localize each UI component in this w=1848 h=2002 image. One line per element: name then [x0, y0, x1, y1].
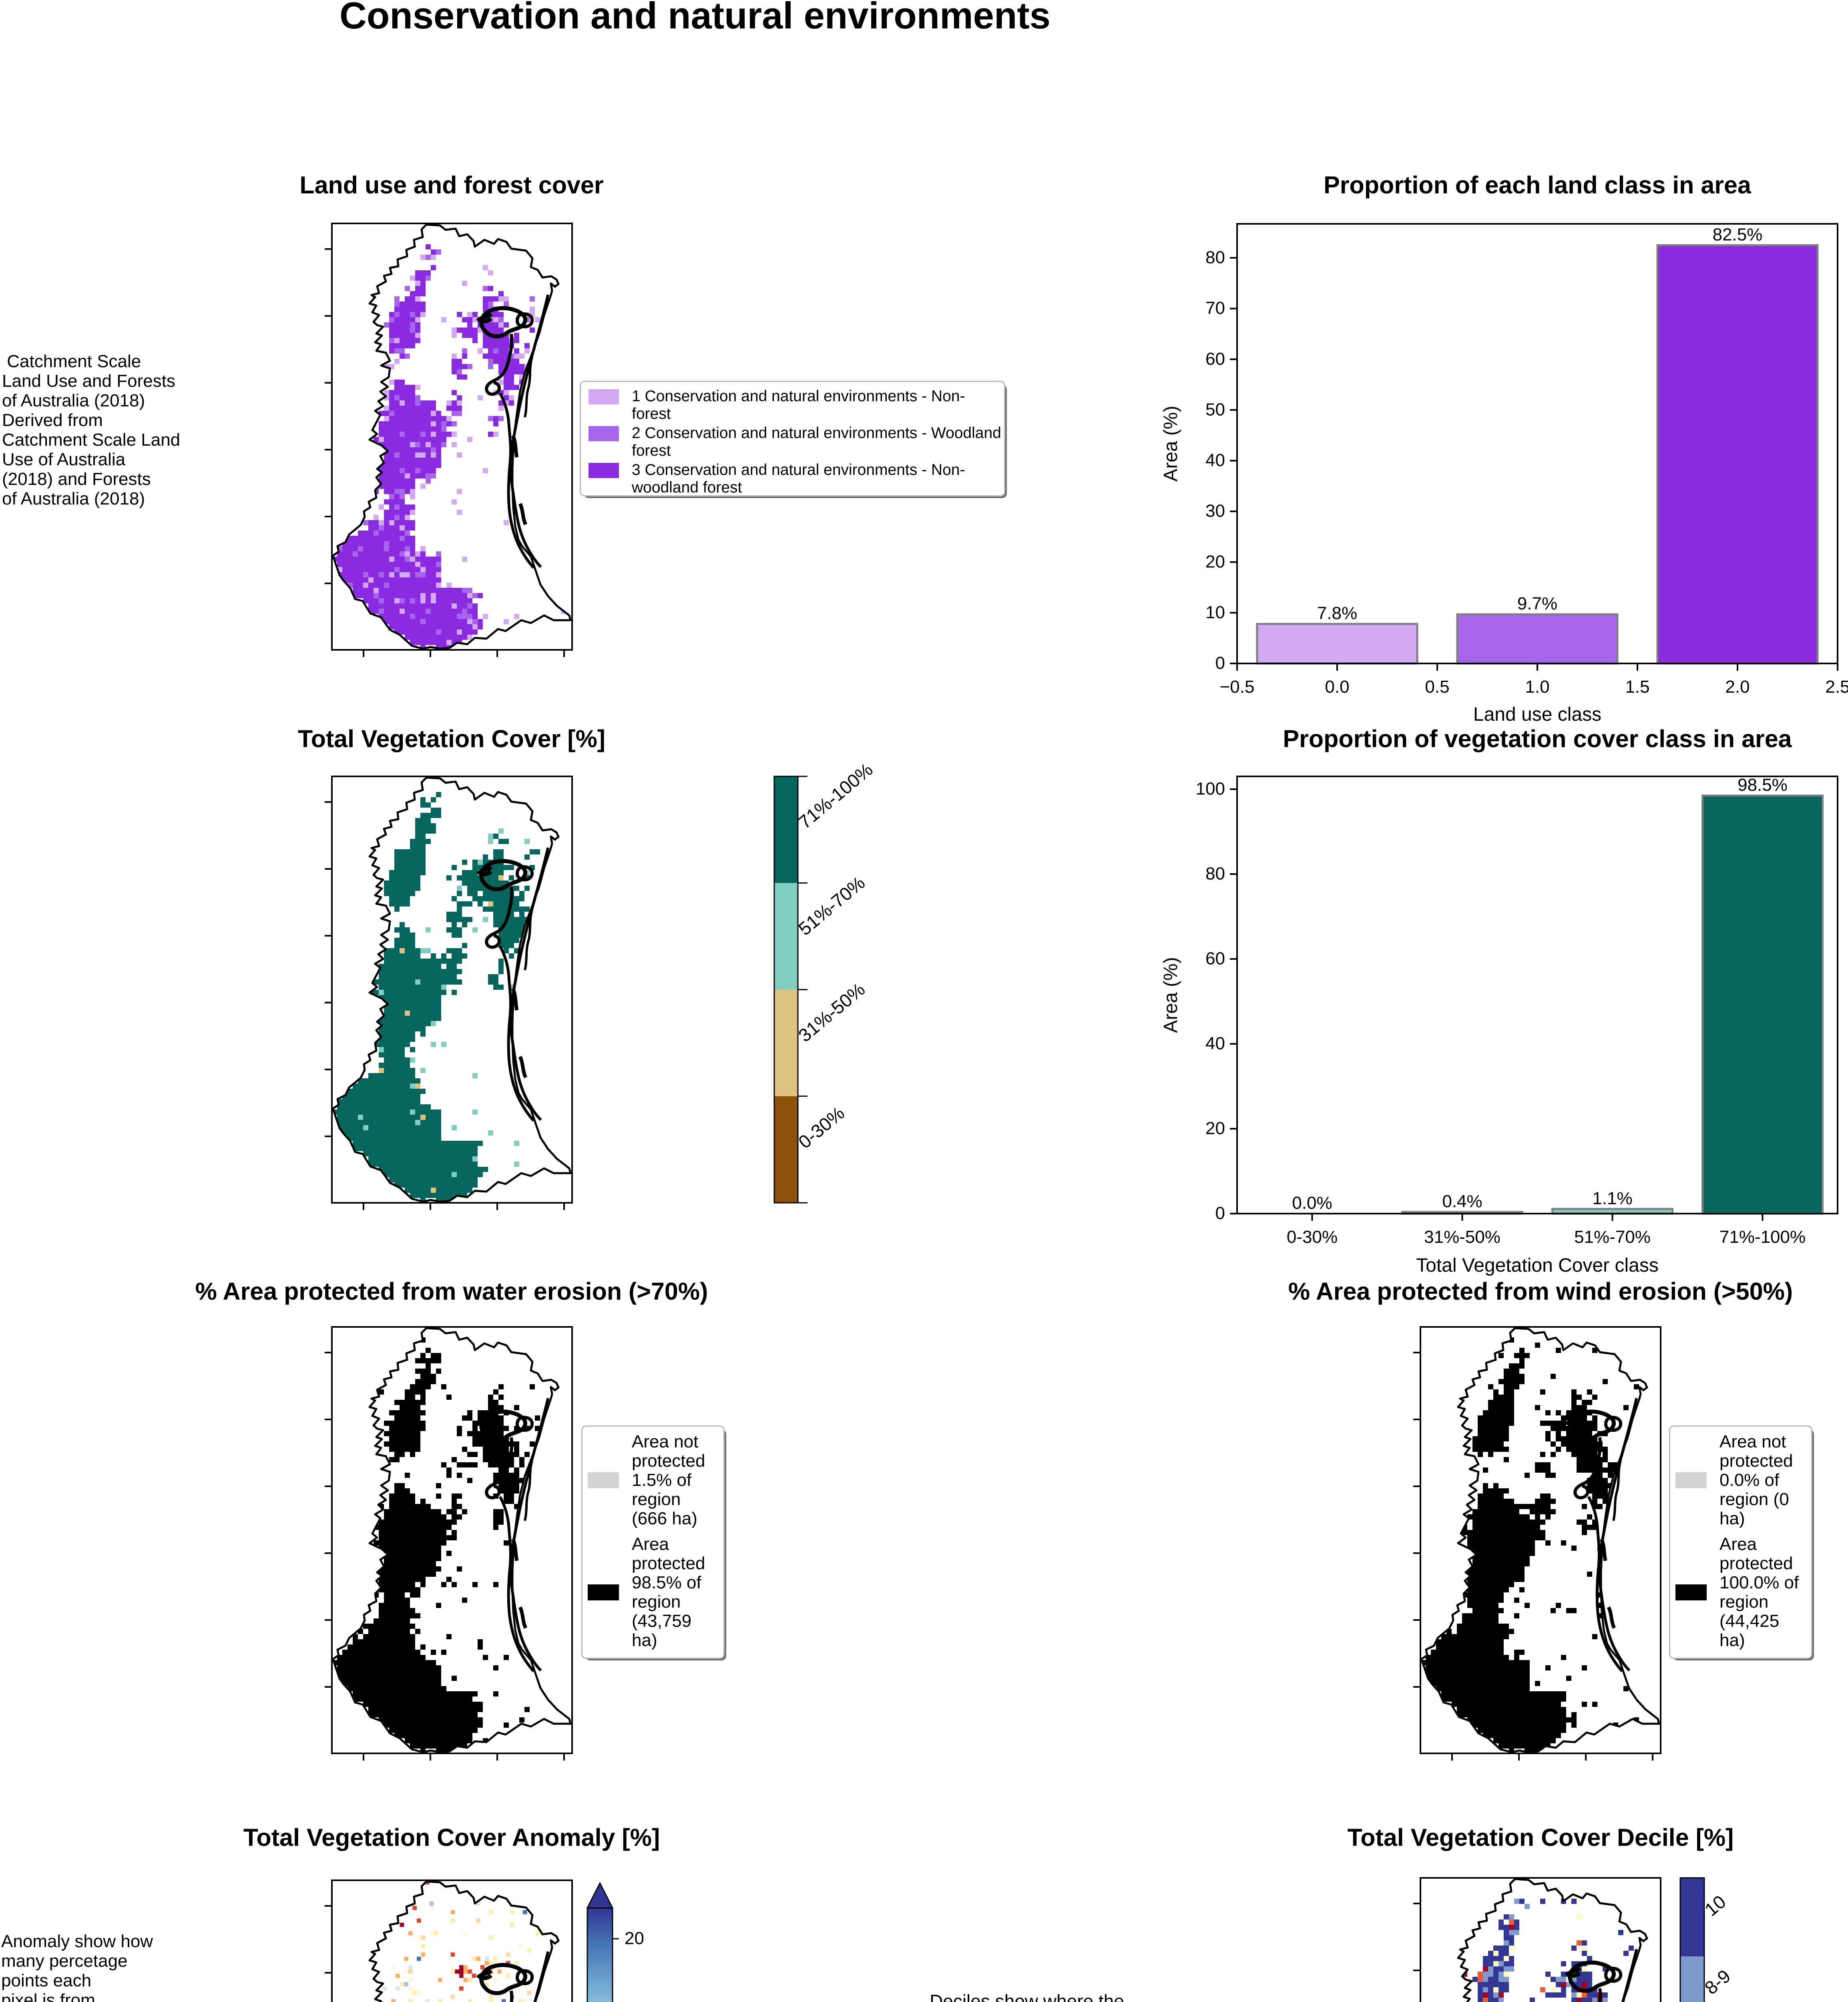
svg-text:Land use class: Land use class: [1473, 704, 1601, 725]
svg-text:98.5%: 98.5%: [1738, 775, 1788, 795]
svg-text:60: 60: [1205, 949, 1225, 969]
svg-text:40: 40: [1205, 1034, 1225, 1053]
svg-text:31%-50%: 31%-50%: [1424, 1227, 1500, 1247]
svg-text:0-30%: 0-30%: [1287, 1227, 1338, 1247]
svg-text:100: 100: [1196, 779, 1225, 799]
svg-text:10: 10: [1701, 1891, 1730, 1920]
svg-text:1.0: 1.0: [1525, 677, 1549, 697]
svg-text:0.4%: 0.4%: [1442, 1192, 1482, 1211]
svg-text:1.5: 1.5: [1625, 677, 1649, 697]
svg-text:80: 80: [1205, 864, 1225, 884]
svg-text:−0.5: −0.5: [1220, 677, 1255, 697]
svg-text:20: 20: [1205, 1119, 1225, 1138]
svg-text:Total Vegetation Cover class: Total Vegetation Cover class: [1416, 1255, 1659, 1276]
svg-text:1.1%: 1.1%: [1592, 1188, 1632, 1208]
svg-text:40: 40: [1205, 450, 1225, 470]
svg-text:Area (%): Area (%): [1160, 406, 1181, 481]
svg-text:8-9: 8-9: [1701, 1966, 1734, 1999]
svg-text:51%-70%: 51%-70%: [794, 872, 869, 939]
svg-text:80: 80: [1205, 248, 1225, 267]
svg-text:51%-70%: 51%-70%: [1574, 1227, 1651, 1247]
svg-text:0.0: 0.0: [1325, 677, 1349, 697]
svg-text:9.7%: 9.7%: [1517, 594, 1557, 613]
svg-text:50: 50: [1205, 400, 1225, 419]
svg-text:60: 60: [1205, 349, 1225, 369]
svg-text:71%-100%: 71%-100%: [1719, 1227, 1806, 1247]
svg-text:2.0: 2.0: [1725, 677, 1750, 697]
svg-text:31%-50%: 31%-50%: [794, 979, 869, 1046]
svg-text:0: 0: [1215, 1204, 1225, 1223]
svg-text:30: 30: [1205, 501, 1225, 521]
svg-text:0.5: 0.5: [1425, 677, 1449, 697]
svg-text:0.0%: 0.0%: [1292, 1193, 1332, 1213]
svg-text:0: 0: [1215, 653, 1225, 673]
svg-text:71%-100%: 71%-100%: [794, 759, 877, 832]
svg-text:0-30%: 0-30%: [794, 1102, 848, 1152]
svg-text:20: 20: [625, 1929, 644, 1948]
svg-text:20: 20: [1205, 552, 1225, 571]
svg-text:2.5: 2.5: [1825, 677, 1848, 697]
svg-text:70: 70: [1205, 298, 1225, 318]
svg-text:Area (%): Area (%): [1160, 957, 1181, 1033]
svg-text:82.5%: 82.5%: [1713, 225, 1763, 244]
svg-text:10: 10: [1205, 603, 1225, 622]
svg-text:7.8%: 7.8%: [1317, 603, 1357, 623]
